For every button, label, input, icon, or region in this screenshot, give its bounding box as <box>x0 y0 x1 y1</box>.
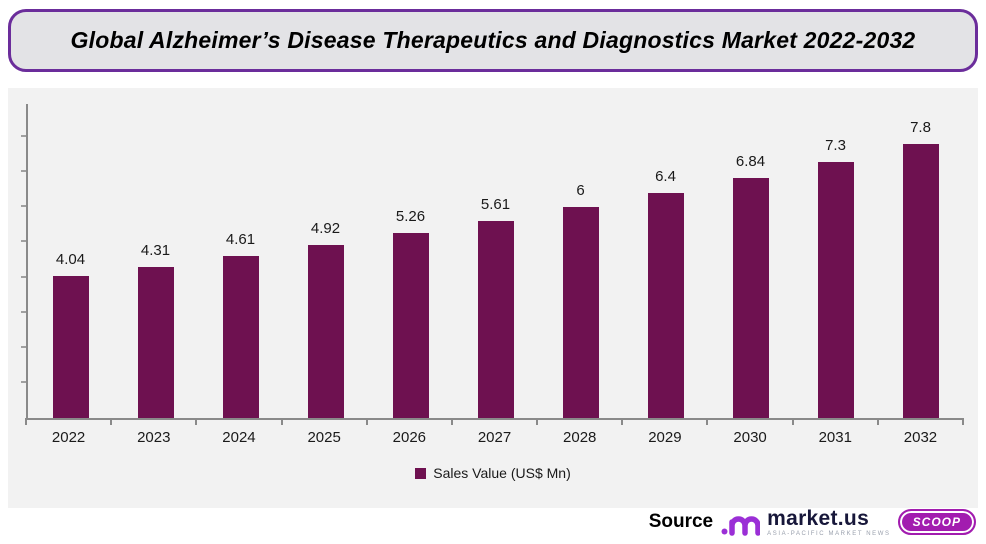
legend: Sales Value (US$ Mn) <box>8 465 978 481</box>
bar-cell-2029: 6.4 <box>623 168 708 418</box>
x-axis-label-2024: 2024 <box>222 429 256 446</box>
bar-cell-2031: 7.3 <box>793 137 878 418</box>
bar-value-label: 7.3 <box>825 136 846 154</box>
bar-2026 <box>392 233 429 418</box>
bar-chart-plot-area: 4.04 4.31 4.61 4.92 5.26 5.61 6 6.4 6.84 7.3 7.8 <box>21 104 964 425</box>
bar-2032 <box>902 144 939 418</box>
bar-2027 <box>477 221 514 418</box>
x-axis-tick <box>450 418 453 425</box>
chart-panel: 4.04 4.31 4.61 4.92 5.26 5.61 6 6.4 6.84 7.3 7.8 2… <box>8 88 978 508</box>
x-axis-label-2029: 2029 <box>648 429 682 446</box>
y-axis-tick <box>21 205 26 208</box>
bar-cell-2023: 4.31 <box>113 242 198 418</box>
bar-value-label: 5.61 <box>480 196 511 213</box>
bar-2025 <box>307 245 344 418</box>
bar-cell-2024: 4.61 <box>198 231 283 418</box>
x-axis-label-2025: 2025 <box>307 429 341 446</box>
marketus-logo-icon <box>721 516 761 536</box>
x-axis-label-2026: 2026 <box>392 429 427 446</box>
chart-title: Global Alzheimer’s Disease Therapeutics … <box>70 27 916 53</box>
bar-value-label: 4.04 <box>55 251 86 269</box>
bar-cell-2022: 4.04 <box>28 251 113 418</box>
x-axis-tick <box>110 418 113 425</box>
x-axis-tick <box>706 418 709 425</box>
x-axis-ticks <box>25 418 964 425</box>
bar-value-label: 6.84 <box>735 152 766 170</box>
x-axis-label-2028: 2028 <box>563 429 597 446</box>
bar-2023 <box>137 266 174 418</box>
x-axis-tick <box>962 418 964 425</box>
x-axis-tick <box>791 418 794 425</box>
bar-2024 <box>222 256 259 418</box>
x-axis-tick <box>536 418 539 425</box>
scoop-badge: SCOOP <box>897 509 976 535</box>
y-axis-tick <box>21 345 26 348</box>
y-axis-tick <box>21 275 26 278</box>
bar-cell-2032: 7.8 <box>878 119 963 418</box>
x-axis-tick <box>876 418 879 425</box>
bar-value-label: 6.4 <box>655 168 676 186</box>
x-axis-tick <box>621 418 624 425</box>
legend-label: Sales Value (US$ Mn) <box>433 465 571 481</box>
source-label: Source <box>648 511 714 532</box>
y-axis-tick <box>21 380 26 383</box>
legend-swatch <box>415 467 427 479</box>
bars-row: 4.04 4.31 4.61 4.92 5.26 5.61 6 6.4 6.84 7.3 7.8 <box>28 104 963 418</box>
y-axis-tick <box>21 310 26 313</box>
brand-name: market.us <box>767 506 870 530</box>
x-axis-label-2023: 2023 <box>137 429 171 446</box>
chart-title-box: Global Alzheimer’s Disease Therapeutics … <box>8 9 978 72</box>
x-axis-label-2030: 2030 <box>733 429 767 446</box>
bar-value-label: 4.31 <box>140 241 171 259</box>
x-axis-tick <box>25 418 27 425</box>
bar-2022 <box>52 276 89 418</box>
bar-cell-2025: 4.92 <box>283 220 368 418</box>
bar-2028 <box>562 207 599 418</box>
bar-value-label: 4.61 <box>225 231 256 249</box>
x-axis-tick <box>365 418 368 425</box>
bar-value-label: 6 <box>576 182 585 200</box>
y-axis-tick <box>21 170 26 173</box>
x-axis-tick <box>280 418 283 425</box>
bar-value-label: 4.92 <box>310 220 341 238</box>
bar-cell-2030: 6.84 <box>708 153 793 418</box>
x-axis-label-2022: 2022 <box>51 429 86 446</box>
bar-value-label: 5.26 <box>395 208 426 226</box>
y-axis-tick <box>21 135 26 138</box>
x-axis-label-2031: 2031 <box>818 429 852 446</box>
source-attribution: Source market.us ASIA-PACIFIC MARKET NEW… <box>649 504 976 540</box>
bar-cell-2028: 6 <box>538 182 623 418</box>
y-axis-tick <box>21 240 26 243</box>
bar-2031 <box>817 161 854 418</box>
bar-2029 <box>647 193 684 418</box>
x-axis-label-2032: 2032 <box>903 429 938 446</box>
brand-tagline: ASIA-PACIFIC MARKET NEWS <box>767 530 891 537</box>
x-axis-labels: 2022 2023 2024 2025 2026 2027 2028 2029 2030 2031… <box>26 429 963 446</box>
bar-value-label: 7.8 <box>910 119 931 137</box>
bar-cell-2027: 5.61 <box>453 196 538 418</box>
brand-block: market.us ASIA-PACIFIC MARKET NEWS <box>767 508 891 537</box>
bar-2030 <box>732 177 769 418</box>
bar-cell-2026: 5.26 <box>368 208 453 418</box>
x-axis-tick <box>195 418 198 425</box>
x-axis-label-2027: 2027 <box>477 429 512 446</box>
